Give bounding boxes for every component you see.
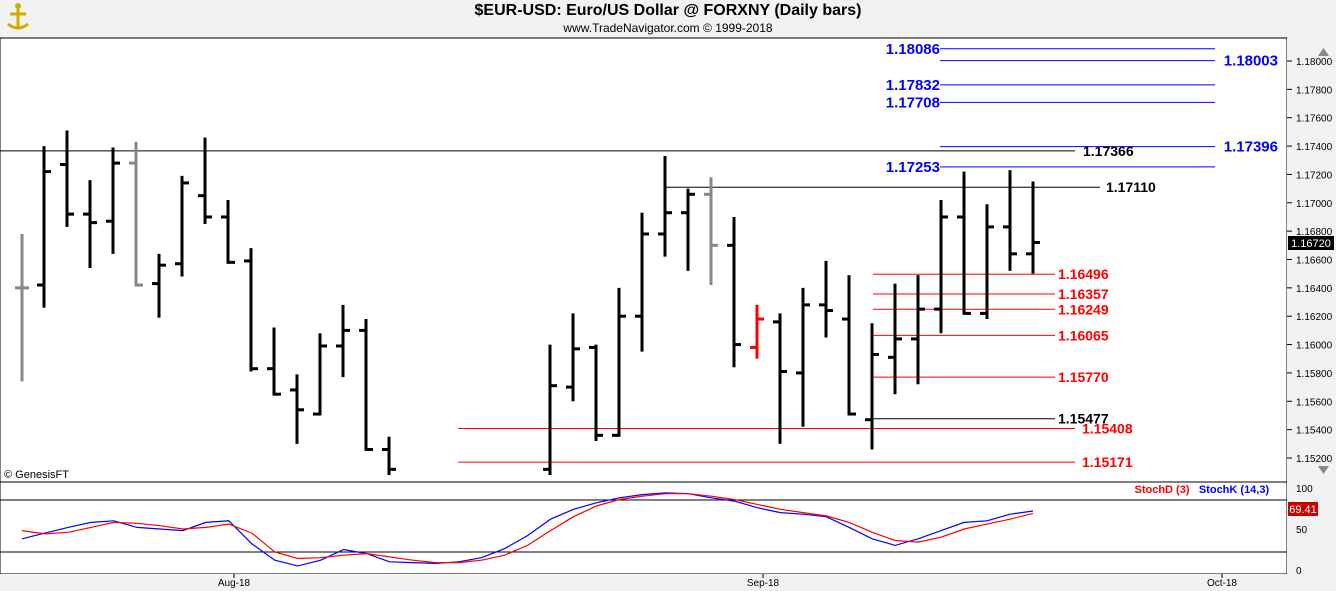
ohlc-bar — [290, 374, 304, 444]
ohlc-bar — [1003, 170, 1017, 271]
ohlc-bar — [129, 141, 143, 287]
y-tick-label: 1.17800 — [1296, 85, 1333, 96]
stoch-tick-label: 50 — [1296, 525, 1308, 536]
stoch-value-badge — [1288, 502, 1318, 516]
level-label: 1.15171 — [1082, 454, 1133, 470]
y-tick-label: 1.17600 — [1296, 114, 1333, 125]
last-price-badge — [1288, 236, 1334, 250]
y-tick-label: 1.16800 — [1296, 227, 1333, 238]
ohlc-bar — [37, 146, 51, 308]
last-price-value: 1.16720 — [1291, 238, 1331, 250]
y-tick-label: 1.16000 — [1296, 341, 1333, 352]
x-tick-label: Oct-18 — [1207, 578, 1237, 589]
ohlc-bar — [612, 287, 626, 437]
x-axis-area — [0, 574, 1336, 591]
y-tick-label: 1.15400 — [1296, 426, 1333, 437]
ohlc-bar — [336, 304, 350, 378]
ohlc-bar — [934, 199, 948, 334]
stoch-tick-label: 0 — [1296, 566, 1302, 577]
legend-stochk: StochK (14,3) — [1199, 484, 1270, 496]
ohlc-bar — [60, 130, 74, 227]
level-label: 1.17832 — [886, 77, 940, 94]
ohlc-bar — [313, 333, 327, 416]
level-label: 1.17708 — [886, 94, 940, 111]
ohlc-bar — [727, 216, 741, 368]
chart-title: $EUR-USD: Euro/US Dollar @ FORXNY (Daily… — [474, 2, 862, 19]
ohlc-bar — [635, 212, 649, 352]
ohlc-bar — [773, 313, 787, 444]
ohlc-bar — [382, 436, 396, 476]
level-label: 1.17396 — [1224, 139, 1278, 156]
ohlc-bar — [750, 304, 764, 359]
ohlc-bar — [359, 319, 373, 451]
level-label: 1.18003 — [1224, 53, 1278, 70]
y-tick-label: 1.15200 — [1296, 454, 1333, 465]
ohlc-bar — [543, 344, 557, 476]
y-tick-label: 1.16600 — [1296, 256, 1333, 267]
ohlc-bar — [15, 233, 29, 382]
level-label: 1.17110 — [1106, 179, 1156, 195]
level-label: 1.15408 — [1082, 421, 1133, 437]
y-tick-label: 1.17000 — [1296, 199, 1333, 210]
ohlc-bar — [221, 199, 235, 264]
chart-subtitle: www.TradeNavigator.com © 1999-2018 — [563, 21, 773, 35]
legend-stochd: StochD (3) — [1135, 484, 1190, 496]
ohlc-bar — [957, 171, 971, 315]
level-label: 1.16496 — [1058, 266, 1109, 282]
ohlc-bar — [842, 275, 856, 416]
ohlc-bar — [658, 155, 672, 257]
scroll-up-icon[interactable] — [1318, 48, 1329, 56]
ohlc-bar — [175, 175, 189, 277]
ohlc-bar — [83, 180, 97, 269]
trade-navigator-logo-icon — [4, 2, 32, 34]
stoch-value: 69.41 — [1289, 504, 1317, 516]
y-tick-label: 1.17200 — [1296, 170, 1333, 181]
stoch-line — [21, 493, 1034, 564]
ohlc-bar — [911, 275, 925, 385]
level-label: 1.15770 — [1058, 369, 1109, 385]
stoch-tick-label: 100 — [1296, 484, 1313, 495]
level-label: 1.15477 — [1058, 411, 1109, 427]
ohlc-bar — [865, 323, 879, 450]
y-tick-label: 1.16200 — [1296, 312, 1333, 323]
ohlc-bar — [589, 344, 603, 441]
ohlc-bar — [704, 177, 718, 286]
ohlc-bar — [244, 248, 258, 372]
ohlc-bar — [819, 260, 833, 338]
ohlc-bar — [267, 327, 281, 396]
scroll-down-icon[interactable] — [1318, 466, 1329, 474]
y-tick-label: 1.15600 — [1296, 397, 1333, 408]
x-tick-label: Sep-18 — [747, 578, 780, 589]
ohlc-bar — [796, 287, 810, 427]
ohlc-bar — [888, 283, 902, 395]
x-tick-label: Aug-18 — [218, 578, 251, 589]
y-tick-label: 1.17400 — [1296, 142, 1333, 153]
level-label: 1.17253 — [886, 159, 940, 176]
level-label: 1.16357 — [1058, 286, 1109, 302]
y-axis-area — [1287, 38, 1336, 574]
level-label: 1.18086 — [886, 41, 940, 58]
y-tick-label: 1.18000 — [1296, 57, 1333, 68]
y-tick-label: 1.16400 — [1296, 284, 1333, 295]
level-label: 1.16249 — [1058, 301, 1109, 317]
level-label: 1.16065 — [1058, 327, 1109, 343]
ohlc-bar — [152, 253, 166, 318]
ohlc-bar — [980, 204, 994, 320]
ohlc-bar — [681, 188, 695, 271]
copyright-label: © GenesisFT — [4, 469, 69, 481]
y-tick-label: 1.15800 — [1296, 369, 1333, 380]
ohlc-bar — [1026, 181, 1040, 274]
ohlc-bar — [198, 137, 212, 225]
level-label: 1.17366 — [1083, 143, 1134, 159]
chart-header — [0, 0, 1336, 38]
ohlc-bar — [106, 147, 120, 254]
ohlc-bar — [566, 313, 580, 402]
